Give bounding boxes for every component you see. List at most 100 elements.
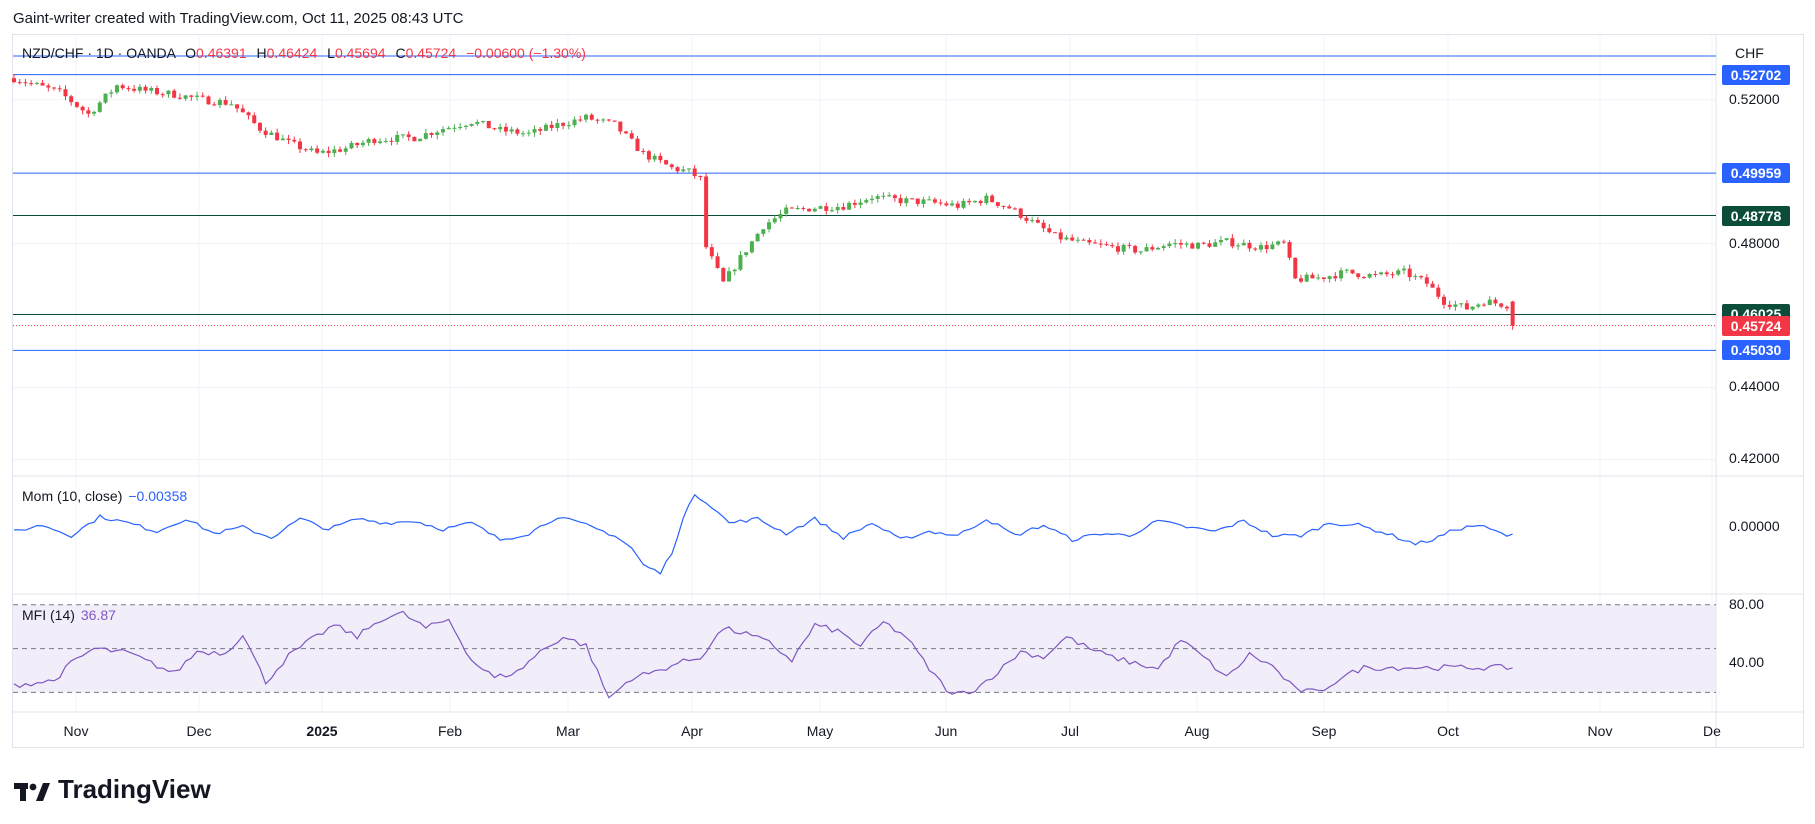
candle-body — [1041, 222, 1046, 229]
candle-body — [864, 200, 869, 203]
candle-body — [458, 126, 463, 128]
candle-body — [1081, 239, 1086, 241]
candle-body — [984, 195, 989, 204]
candle-body — [1447, 304, 1452, 307]
candle-body — [852, 202, 857, 205]
time-axis-label: Feb — [437, 723, 463, 739]
candle-body — [1367, 274, 1372, 278]
candle-body — [263, 130, 268, 135]
candle-body — [1213, 242, 1218, 247]
candle-body — [1236, 245, 1241, 247]
candle-body — [309, 148, 314, 151]
candle-body — [738, 255, 743, 270]
candle-body — [1178, 243, 1183, 245]
tradingview-logo[interactable]: TradingView — [14, 774, 211, 805]
candle-body — [1115, 246, 1120, 252]
candle-body — [1356, 273, 1361, 278]
candle-body — [1413, 276, 1418, 278]
last-price-tag[interactable]: 0.45724 — [1722, 315, 1790, 336]
candle-body — [275, 132, 280, 141]
level-price-tag[interactable]: 0.45030 — [1722, 340, 1790, 361]
candle-body — [1321, 277, 1326, 279]
candle-body — [584, 114, 588, 120]
candle-body — [812, 208, 817, 212]
candle-body — [137, 86, 142, 91]
candle-body — [698, 176, 703, 178]
candle-body — [320, 150, 325, 153]
symbol-label[interactable]: NZD/CHF · 1D · OANDA — [22, 45, 176, 61]
candle-body — [1299, 278, 1303, 282]
candle-body — [172, 90, 177, 98]
candle-body — [23, 82, 28, 84]
candle-body — [109, 92, 114, 94]
candle-body — [1156, 247, 1160, 250]
candle-body — [1133, 245, 1138, 253]
candle-body — [1013, 208, 1017, 210]
candle-body — [1424, 277, 1429, 284]
level-price-tag[interactable]: 0.49959 — [1722, 163, 1790, 184]
level-price-tag[interactable]: 0.52702 — [1722, 64, 1790, 85]
candle-body — [1253, 248, 1258, 250]
candle-body — [1201, 242, 1206, 244]
candle-body — [572, 119, 577, 126]
candle-body — [978, 200, 983, 204]
candle-body — [1161, 246, 1166, 248]
candle-body — [1339, 270, 1344, 279]
candle-body — [1333, 276, 1338, 279]
candle-body — [1075, 239, 1080, 241]
candle-body — [543, 124, 548, 131]
candle-body — [990, 195, 995, 203]
low-label: L — [327, 45, 335, 61]
candle-body — [915, 198, 920, 204]
candle-body — [944, 203, 949, 206]
candle-body — [1384, 272, 1389, 275]
candle-body — [1401, 268, 1406, 271]
candle-body — [1047, 228, 1052, 233]
tradingview-logo-icon — [14, 779, 50, 801]
candle-body — [441, 129, 445, 133]
time-axis-label: Sep — [1311, 723, 1337, 739]
candle-body — [46, 85, 51, 88]
candle-body — [1270, 244, 1275, 250]
candle-body — [217, 99, 222, 106]
candle-body — [887, 195, 892, 197]
candle-body — [252, 115, 257, 123]
candle-body — [269, 132, 274, 135]
candle-body — [1150, 247, 1155, 250]
candle-body — [538, 129, 543, 131]
candle-body — [1264, 245, 1269, 250]
candle-body — [829, 210, 834, 212]
candle-body — [652, 155, 657, 160]
candle-body — [298, 141, 302, 150]
mom-legend[interactable]: Mom (10, close) −0.00358 — [22, 488, 187, 504]
candle-body — [286, 138, 291, 140]
candle-body — [561, 123, 566, 126]
mfi-value: 36.87 — [80, 607, 116, 623]
candle-body — [795, 208, 800, 210]
candle-body — [103, 93, 108, 103]
candle-body — [429, 133, 434, 136]
candle-body — [1499, 303, 1504, 307]
candle-body — [372, 139, 377, 144]
candle-body — [1459, 303, 1464, 305]
candle-body — [870, 198, 874, 201]
candle-body — [967, 200, 972, 203]
candle-body — [1281, 241, 1286, 243]
mfi-axis-tick: 80.00 — [1729, 595, 1765, 612]
candle-body — [303, 149, 308, 151]
candle-body — [686, 168, 691, 170]
candle-body — [509, 129, 514, 132]
candle-body — [881, 195, 886, 197]
candle-body — [257, 122, 262, 131]
mfi-legend[interactable]: MFI (14) 36.87 — [22, 607, 116, 623]
candle-body — [601, 119, 606, 121]
candle-body — [360, 142, 365, 146]
level-price-tag[interactable]: 0.48778 — [1722, 205, 1790, 226]
currency-label[interactable]: CHF — [1735, 45, 1764, 61]
candle-body — [355, 142, 360, 146]
candle-body — [681, 169, 686, 172]
candle-body — [235, 104, 240, 109]
candle-body — [1093, 242, 1098, 244]
candle-body — [1304, 274, 1309, 282]
